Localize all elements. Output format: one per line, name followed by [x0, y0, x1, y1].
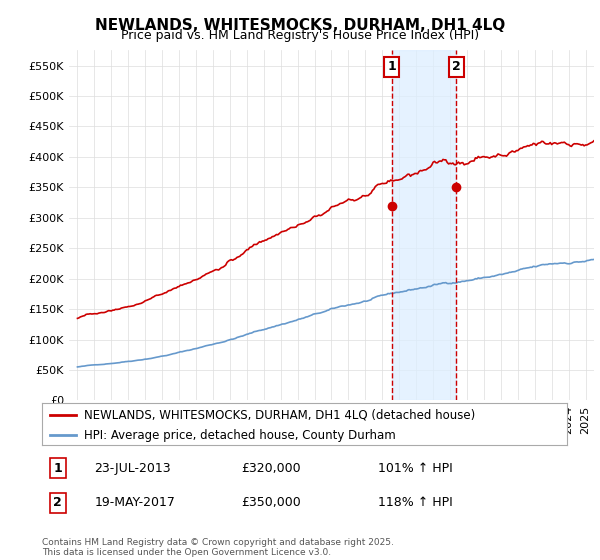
- Text: NEWLANDS, WHITESMOCKS, DURHAM, DH1 4LQ (detached house): NEWLANDS, WHITESMOCKS, DURHAM, DH1 4LQ (…: [84, 408, 475, 422]
- Text: 118% ↑ HPI: 118% ↑ HPI: [378, 496, 453, 509]
- Text: 101% ↑ HPI: 101% ↑ HPI: [378, 461, 453, 474]
- Text: £350,000: £350,000: [241, 496, 301, 509]
- Text: 2: 2: [452, 60, 461, 73]
- Text: 1: 1: [387, 60, 396, 73]
- Text: Contains HM Land Registry data © Crown copyright and database right 2025.
This d: Contains HM Land Registry data © Crown c…: [42, 538, 394, 557]
- Text: 19-MAY-2017: 19-MAY-2017: [95, 496, 175, 509]
- Bar: [392, 50, 457, 400]
- Text: 2: 2: [53, 496, 62, 509]
- Text: 1: 1: [53, 461, 62, 474]
- Text: NEWLANDS, WHITESMOCKS, DURHAM, DH1 4LQ: NEWLANDS, WHITESMOCKS, DURHAM, DH1 4LQ: [95, 18, 505, 33]
- Text: 23-JUL-2013: 23-JUL-2013: [95, 461, 171, 474]
- Text: £320,000: £320,000: [241, 461, 301, 474]
- Text: Price paid vs. HM Land Registry's House Price Index (HPI): Price paid vs. HM Land Registry's House …: [121, 29, 479, 42]
- Text: HPI: Average price, detached house, County Durham: HPI: Average price, detached house, Coun…: [84, 428, 396, 442]
